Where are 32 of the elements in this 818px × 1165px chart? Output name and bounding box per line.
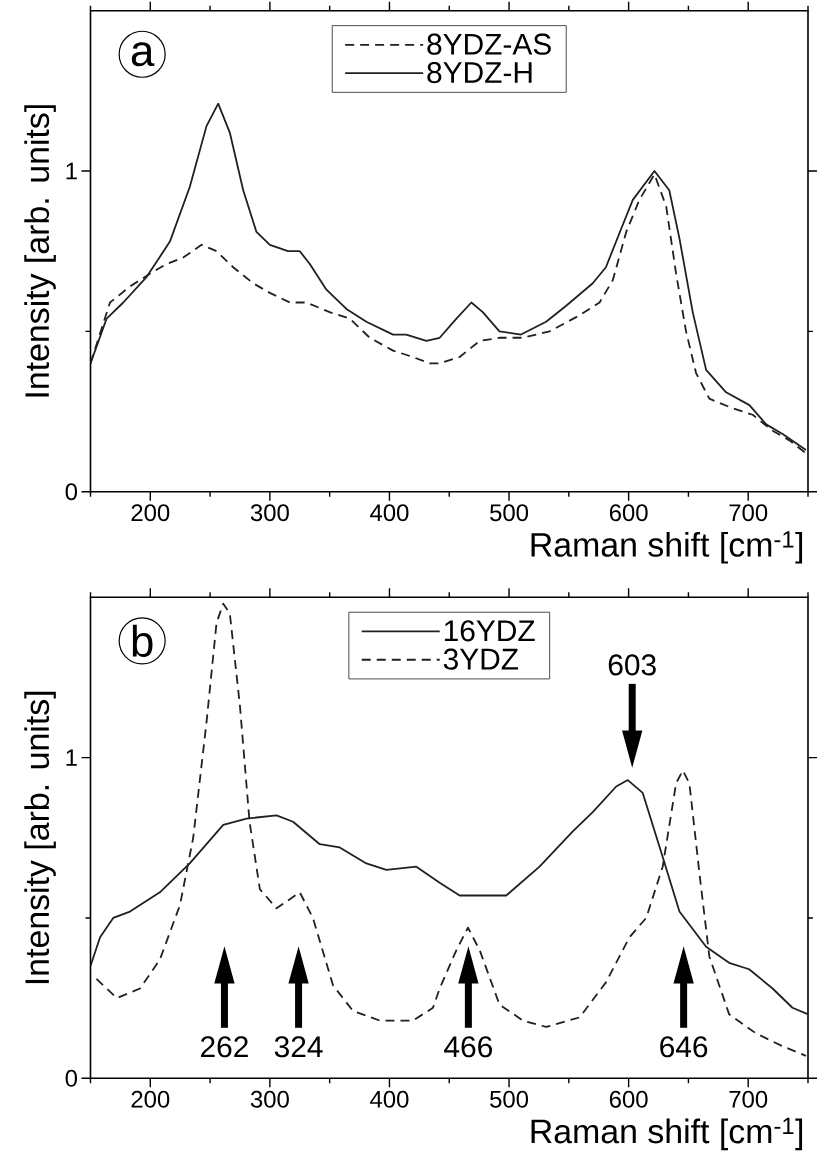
x-axis-title: Raman shift [cm$^{-1}$]	[531, 1117, 803, 1151]
x-tick-label: 600	[610, 1090, 648, 1108]
x-tick-label: 200	[131, 1090, 170, 1108]
y-tick-label: 0	[65, 1069, 78, 1087]
annotation: 603	[608, 654, 656, 676]
y-tick-label: 1	[66, 162, 77, 180]
legend-label: 16YDZ	[445, 620, 535, 642]
x-tick-label: 500	[490, 504, 529, 522]
x-tick-label: 200	[131, 504, 170, 522]
y-tick-label: 0	[65, 483, 78, 501]
y-axis-title: Intensity [arb. units]	[24, 691, 56, 984]
chart-title: a	[131, 42, 155, 67]
x-tick-label: 600	[610, 504, 648, 522]
chart-title: b	[132, 624, 153, 657]
legend-label: 8YDZ-AS	[427, 33, 552, 55]
legend-label: 8YDZ-H	[427, 61, 532, 84]
x-tick-label: 300	[250, 1090, 290, 1108]
annotation: 466	[444, 1036, 493, 1058]
x-tick-label: 400	[370, 504, 409, 522]
legend-label: 3YDZ	[443, 648, 519, 670]
x-tick-label: 500	[490, 1090, 529, 1108]
annotation: 646	[660, 1036, 708, 1058]
x-tick-label: 700	[729, 504, 768, 522]
line-series	[95, 602, 808, 1057]
x-tick-label: 700	[729, 1090, 768, 1108]
annotation: 324	[274, 1036, 323, 1058]
x-tick-label: 300	[250, 504, 290, 522]
x-axis-title: Raman shift [cm$^{-1}$]	[531, 531, 803, 564]
annotation: 262	[201, 1036, 249, 1058]
x-tick-label: 400	[370, 1090, 409, 1108]
y-axis-title: Intensity [arb. units]	[24, 105, 56, 397]
y-tick-label: 1	[66, 749, 77, 766]
